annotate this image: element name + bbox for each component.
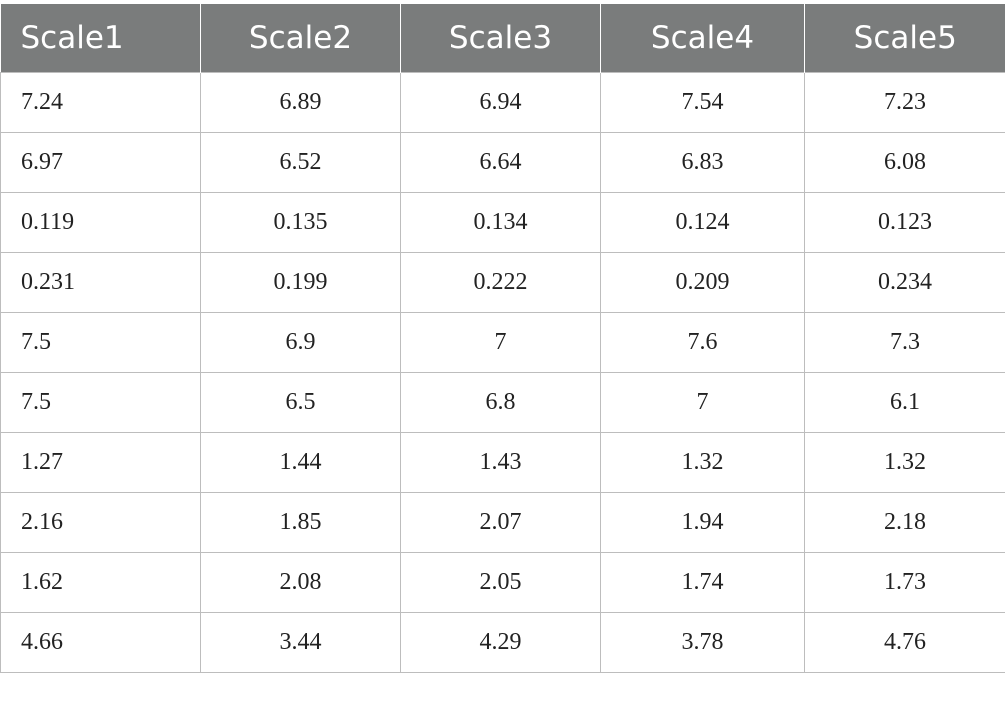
table-row: 1.27 1.44 1.43 1.32 1.32 [0, 432, 1005, 493]
data-table-container: Scale1 Scale2 Scale3 Scale4 Scale5 7.24 … [0, 4, 1005, 673]
table-row: 7.5 6.5 6.8 7 6.1 [0, 372, 1005, 433]
data-table: Scale1 Scale2 Scale3 Scale4 Scale5 7.24 … [0, 4, 1005, 673]
table-cell: 1.27 [0, 432, 201, 493]
table-cell: 0.124 [600, 192, 805, 253]
table-cell: 1.32 [804, 432, 1005, 493]
table-cell: 7 [400, 312, 601, 373]
table-cell: 0.135 [200, 192, 401, 253]
table-cell: 4.29 [400, 612, 601, 673]
table-cell: 2.18 [804, 492, 1005, 553]
table-cell: 7.24 [0, 72, 201, 133]
table-cell: 6.83 [600, 132, 805, 193]
table-cell: 7.5 [0, 372, 201, 433]
table-cell: 1.85 [200, 492, 401, 553]
table-cell: 2.16 [0, 492, 201, 553]
table-cell: 2.07 [400, 492, 601, 553]
table-cell: 3.78 [600, 612, 805, 673]
table-cell: 6.9 [200, 312, 401, 373]
table-row: 0.231 0.199 0.222 0.209 0.234 [0, 252, 1005, 313]
table-body: 7.24 6.89 6.94 7.54 7.23 6.97 6.52 6.64 … [0, 72, 1005, 673]
table-cell: 0.123 [804, 192, 1005, 253]
table-cell: 6.97 [0, 132, 201, 193]
table-cell: 7.23 [804, 72, 1005, 133]
column-header-scale3: Scale3 [400, 4, 601, 73]
column-header-scale2: Scale2 [200, 4, 401, 73]
table-cell: 7 [600, 372, 805, 433]
table-cell: 0.119 [0, 192, 201, 253]
table-cell: 3.44 [200, 612, 401, 673]
table-cell: 7.54 [600, 72, 805, 133]
table-cell: 6.94 [400, 72, 601, 133]
table-cell: 0.134 [400, 192, 601, 253]
table-cell: 7.5 [0, 312, 201, 373]
column-header-scale1: Scale1 [0, 4, 201, 73]
table-row: 2.16 1.85 2.07 1.94 2.18 [0, 492, 1005, 553]
table-cell: 6.64 [400, 132, 601, 193]
table-cell: 1.73 [804, 552, 1005, 613]
column-header-scale5: Scale5 [804, 4, 1005, 73]
table-cell: 6.8 [400, 372, 601, 433]
table-cell: 6.52 [200, 132, 401, 193]
table-cell: 6.08 [804, 132, 1005, 193]
table-cell: 1.44 [200, 432, 401, 493]
header-row: Scale1 Scale2 Scale3 Scale4 Scale5 [0, 4, 1005, 73]
table-row: 4.66 3.44 4.29 3.78 4.76 [0, 612, 1005, 673]
table-cell: 2.08 [200, 552, 401, 613]
table-cell: 1.43 [400, 432, 601, 493]
table-cell: 7.3 [804, 312, 1005, 373]
table-row: 1.62 2.08 2.05 1.74 1.73 [0, 552, 1005, 613]
table-row: 7.5 6.9 7 7.6 7.3 [0, 312, 1005, 373]
table-cell: 0.199 [200, 252, 401, 313]
table-cell: 0.234 [804, 252, 1005, 313]
table-cell: 7.6 [600, 312, 805, 373]
table-row: 7.24 6.89 6.94 7.54 7.23 [0, 72, 1005, 133]
table-cell: 1.94 [600, 492, 805, 553]
table-cell: 0.222 [400, 252, 601, 313]
table-cell: 0.209 [600, 252, 805, 313]
table-cell: 6.5 [200, 372, 401, 433]
table-cell: 1.62 [0, 552, 201, 613]
table-cell: 1.74 [600, 552, 805, 613]
table-row: 6.97 6.52 6.64 6.83 6.08 [0, 132, 1005, 193]
table-cell: 2.05 [400, 552, 601, 613]
table-cell: 4.66 [0, 612, 201, 673]
table-cell: 6.1 [804, 372, 1005, 433]
table-header: Scale1 Scale2 Scale3 Scale4 Scale5 [0, 4, 1005, 73]
table-cell: 4.76 [804, 612, 1005, 673]
table-cell: 6.89 [200, 72, 401, 133]
column-header-scale4: Scale4 [600, 4, 805, 73]
table-row: 0.119 0.135 0.134 0.124 0.123 [0, 192, 1005, 253]
table-cell: 0.231 [0, 252, 201, 313]
table-cell: 1.32 [600, 432, 805, 493]
